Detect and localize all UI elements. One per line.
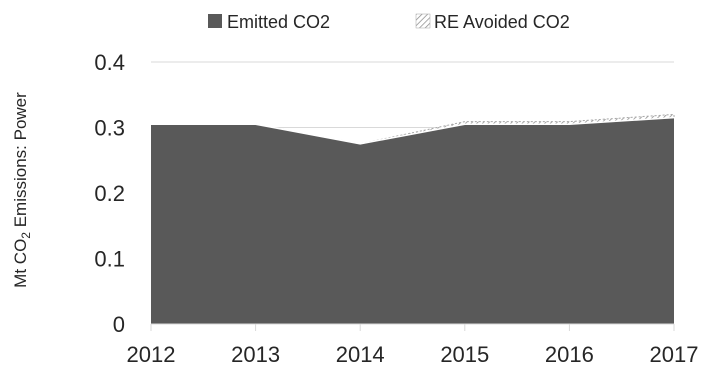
legend-swatch-avoided bbox=[415, 13, 431, 29]
x-tick-label: 2015 bbox=[440, 342, 489, 367]
x-tick-label: 2016 bbox=[545, 342, 594, 367]
x-tick-label: 2017 bbox=[650, 342, 699, 367]
x-tick-labels: 2012 2013 2014 2015 2016 2017 bbox=[127, 342, 699, 367]
y-axis-label: Mt CO2 Emissions: Power bbox=[11, 92, 33, 288]
x-tick-label: 2012 bbox=[127, 342, 176, 367]
legend-swatch-emitted bbox=[208, 14, 222, 28]
axes bbox=[150, 323, 675, 331]
y-tick-labels: 0 0.1 0.2 0.3 0.4 bbox=[94, 50, 125, 337]
area-emitted-co2-edge bbox=[151, 116, 675, 145]
legend: Emitted CO2 RE Avoided CO2 bbox=[208, 12, 570, 32]
legend-label-emitted: Emitted CO2 bbox=[227, 12, 330, 32]
y-tick-label: 0.1 bbox=[94, 247, 125, 272]
area-emitted-co2 bbox=[151, 117, 674, 324]
legend-label-avoided: RE Avoided CO2 bbox=[434, 12, 570, 32]
y-tick-label: 0.4 bbox=[94, 50, 125, 75]
y-tick-label: 0.3 bbox=[94, 116, 125, 141]
y-tick-label: 0.2 bbox=[94, 181, 125, 206]
x-tick-label: 2014 bbox=[336, 342, 385, 367]
y-tick-label: 0 bbox=[113, 312, 125, 337]
x-tick-label: 2013 bbox=[231, 342, 280, 367]
plot-areas bbox=[151, 113, 675, 324]
